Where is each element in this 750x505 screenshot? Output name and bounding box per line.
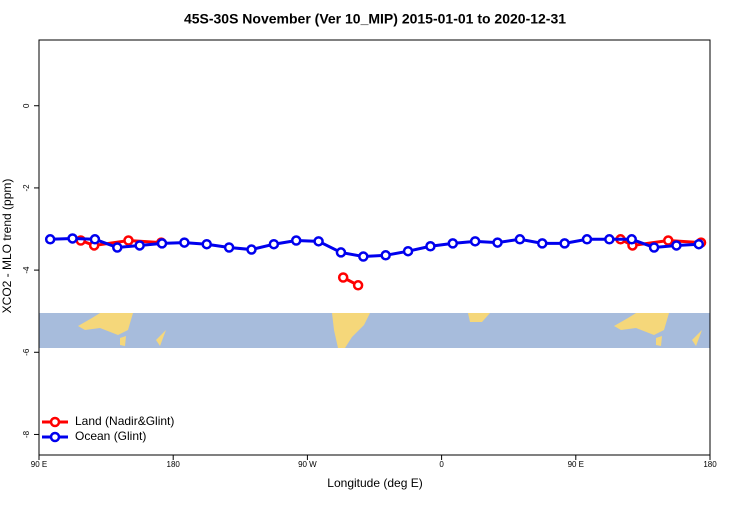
data-point [648, 242, 660, 253]
data-point [337, 272, 349, 283]
data-point [335, 247, 347, 258]
data-point [380, 250, 391, 261]
x-tick-label: 180 [703, 460, 717, 469]
y-tick-label: -2 [22, 184, 31, 192]
x-tick-label: 90 W [298, 460, 317, 469]
data-point [123, 235, 134, 246]
data-point [44, 234, 56, 245]
data-point [693, 238, 705, 250]
plot-frame [38, 39, 711, 456]
data-point [112, 242, 123, 253]
legend-label: Ocean (Glint) [75, 429, 146, 443]
data-point [662, 235, 674, 246]
data-point [313, 236, 324, 247]
x-axis-label: Longitude (deg E) [327, 476, 422, 490]
data-point [514, 234, 526, 245]
data-point [604, 234, 615, 245]
data-point [268, 238, 280, 250]
y-tick-label: -8 [22, 430, 31, 438]
chart-title: 45S-30S November (Ver 10_MIP) 2015-01-01… [184, 11, 566, 27]
data-point [89, 234, 101, 245]
legend-label: Land (Nadir&Glint) [75, 414, 174, 428]
data-point [626, 234, 637, 245]
data-point [290, 235, 302, 246]
data-point [246, 244, 257, 255]
x-tick-label: 180 [167, 460, 181, 469]
data-point [358, 251, 369, 262]
x-tick-label: 0 [439, 460, 444, 469]
data-point [425, 241, 436, 252]
y-tick-label: -6 [22, 348, 31, 356]
data-point [671, 240, 682, 251]
data-point [447, 238, 459, 249]
data-point [67, 233, 78, 244]
data-point [201, 238, 212, 250]
y-tick-label: -4 [22, 266, 31, 274]
series-line [80, 237, 702, 287]
map-strip [39, 313, 710, 348]
y-axis-label: XCO2 - MLO trend (ppm) [0, 179, 14, 314]
data-point [581, 234, 593, 245]
x-tick-label: 90 E [31, 460, 47, 469]
data-point [537, 238, 548, 249]
data-point [492, 237, 503, 248]
data-point [469, 236, 481, 247]
y-tick-label: 0 [22, 103, 31, 108]
legend-marker [49, 416, 61, 428]
data-point [156, 238, 168, 249]
data-point [559, 238, 570, 249]
data-point [179, 237, 190, 248]
data-point [223, 242, 235, 253]
data-point [134, 240, 145, 251]
data-point [352, 280, 364, 291]
legend-marker [49, 431, 61, 443]
x-tick-label: 90 E [568, 460, 584, 469]
data-point [402, 245, 414, 257]
